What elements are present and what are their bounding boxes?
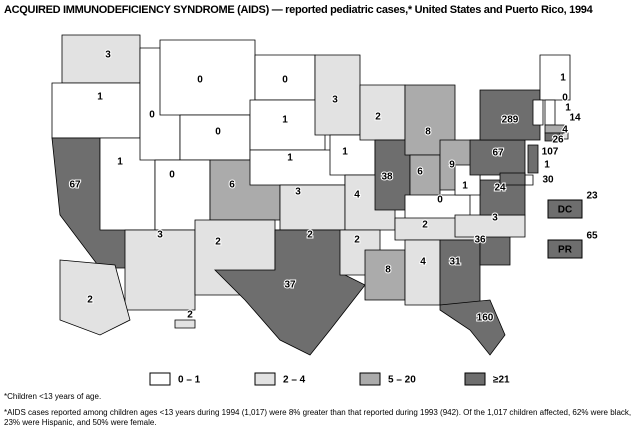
region-value: 2 xyxy=(307,230,313,241)
legend-label: ≥21 xyxy=(493,375,510,386)
region-value: 31 xyxy=(449,257,461,268)
region-value: 0 xyxy=(562,93,568,104)
region-value: 2 xyxy=(215,237,221,248)
region-value: 1 xyxy=(342,147,348,158)
region xyxy=(532,99,544,126)
region xyxy=(539,54,571,101)
region-value: 0 xyxy=(215,127,221,138)
region-value: 0 xyxy=(169,170,175,181)
region-value: 0 xyxy=(149,110,155,121)
region-name: PR xyxy=(558,245,573,256)
region-value: 2 xyxy=(375,112,381,123)
region-value: 2 xyxy=(422,220,428,231)
region xyxy=(154,159,211,231)
region-value: 6 xyxy=(417,167,423,178)
region-value: 2 xyxy=(187,310,193,321)
region-value: 37 xyxy=(284,280,296,291)
region xyxy=(61,34,141,84)
region-value: 4 xyxy=(354,190,360,201)
region-value: 160 xyxy=(477,313,494,324)
region-value: 3 xyxy=(295,187,301,198)
region-value: 36 xyxy=(474,235,486,246)
region-box xyxy=(547,199,583,219)
legend-swatch xyxy=(254,372,276,386)
region xyxy=(439,239,481,306)
region-value: 1 xyxy=(282,115,288,126)
map-title: ACQUIRED IMMUNODEFICIENCY SYNDROME (AIDS… xyxy=(4,4,594,16)
region-value: 24 xyxy=(494,183,506,194)
footnotes: *Children <13 years of age. *AIDS cases … xyxy=(4,392,632,434)
region xyxy=(524,174,534,186)
region-value: 2 xyxy=(354,235,360,246)
region xyxy=(544,99,556,126)
region-value: 0 xyxy=(437,195,443,206)
region-value: 9 xyxy=(449,160,455,171)
region-value: 1 xyxy=(117,157,123,168)
region-value: 3 xyxy=(105,50,111,61)
region-value: 6 xyxy=(229,180,235,191)
region-value: 23 xyxy=(586,191,598,202)
legend: 0 – 1 2 – 4 5 – 20 ≥21 xyxy=(149,372,510,386)
region-value: 0 xyxy=(282,75,288,86)
region xyxy=(51,82,141,139)
region xyxy=(544,132,561,142)
region-value: 3 xyxy=(332,95,338,106)
region-value: 14 xyxy=(569,113,581,124)
region-value: 26 xyxy=(552,135,564,146)
region-value: 1 xyxy=(560,73,566,84)
region-value: 67 xyxy=(492,148,504,159)
legend-swatch xyxy=(149,372,171,386)
region xyxy=(124,229,196,311)
region-value: 2 xyxy=(87,295,93,306)
region-value: 0 xyxy=(197,75,203,86)
region-value: 1 xyxy=(544,160,550,171)
legend-label: 2 – 4 xyxy=(283,375,306,386)
region xyxy=(439,299,506,356)
region-value: 1 xyxy=(287,153,293,164)
region-name: DC xyxy=(558,205,572,216)
footnote: *Children <13 years of age. xyxy=(4,392,102,401)
footnote: *AIDS cases reported among children ages… xyxy=(4,408,632,427)
region-value: 67 xyxy=(69,180,81,191)
region-value: 8 xyxy=(425,127,431,138)
region xyxy=(454,214,526,238)
region xyxy=(59,259,131,336)
region-value: 65 xyxy=(586,231,598,242)
legend-label: 0 – 1 xyxy=(178,375,201,386)
region xyxy=(527,144,539,174)
legend-label: 5 – 20 xyxy=(388,375,416,386)
region xyxy=(561,132,569,140)
region xyxy=(499,172,526,186)
region xyxy=(159,39,256,116)
region-value: 1 xyxy=(565,103,571,114)
region-value: 3 xyxy=(492,213,498,224)
region xyxy=(404,239,441,306)
region-value: 8 xyxy=(385,265,391,276)
region-value: 30 xyxy=(542,175,554,186)
region-value: 3 xyxy=(157,230,163,241)
region xyxy=(409,154,441,201)
region xyxy=(479,89,541,141)
region-value: 107 xyxy=(542,147,559,158)
region xyxy=(174,319,196,329)
region xyxy=(359,84,406,141)
region-value: 1 xyxy=(97,92,103,103)
region xyxy=(329,134,376,176)
legend-swatch xyxy=(464,372,486,386)
region-value: 4 xyxy=(420,257,426,268)
region-value: 289 xyxy=(502,115,519,126)
region-value: 38 xyxy=(381,172,393,183)
region-value: 1 xyxy=(462,181,468,192)
regions xyxy=(51,34,583,356)
region xyxy=(279,184,346,231)
region-value: 4 xyxy=(562,125,568,136)
region-box xyxy=(547,239,583,259)
legend-swatch xyxy=(359,372,381,386)
